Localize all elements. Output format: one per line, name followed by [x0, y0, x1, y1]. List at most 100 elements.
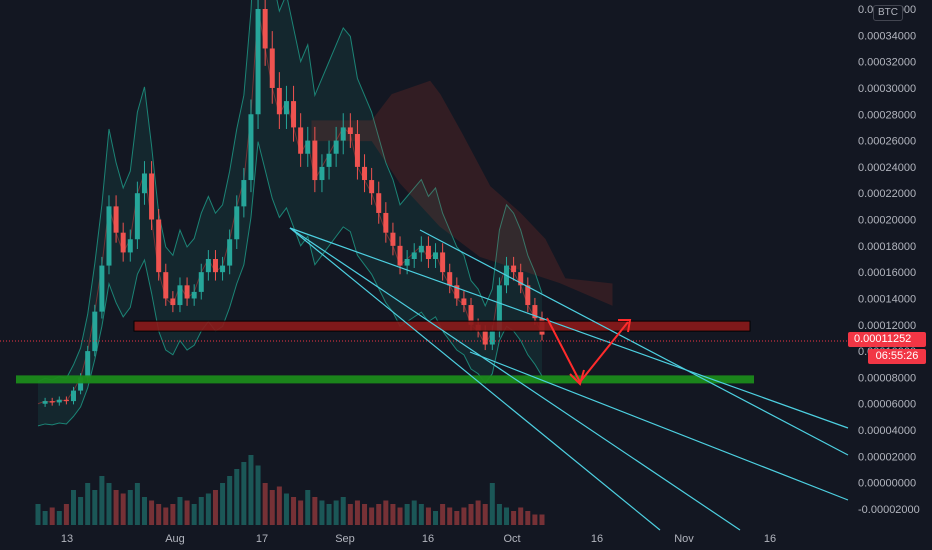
x-tick-label: 16	[422, 533, 434, 545]
volume-bar	[305, 490, 311, 525]
y-tick-label: 0.00034000	[858, 30, 916, 42]
volume-bar	[539, 514, 545, 525]
volume-bar	[369, 507, 375, 525]
volume-bar	[376, 504, 382, 525]
x-tick-label: 13	[61, 533, 73, 545]
candle-body	[276, 87, 282, 115]
candle-body	[205, 259, 211, 273]
volume-bar	[78, 497, 84, 525]
candle-body	[255, 9, 261, 115]
volume-bar	[404, 504, 410, 525]
volume-bar	[312, 497, 318, 525]
price-axis[interactable]: 0.000360000.000340000.000320000.00030000…	[858, 4, 920, 516]
volume-bar	[184, 500, 190, 525]
volume-bar	[447, 507, 453, 525]
candle-body	[198, 272, 204, 292]
volume-bar	[354, 500, 360, 525]
volume-bar	[177, 497, 183, 525]
volume-bar	[298, 500, 304, 525]
volume-bar	[291, 497, 297, 525]
candle-body	[70, 390, 76, 402]
y-tick-label: 0.00016000	[858, 267, 916, 279]
candle-body	[425, 245, 431, 259]
volume-bar	[418, 504, 424, 525]
candle-body	[397, 245, 403, 266]
volume-bar	[227, 476, 233, 525]
candle-body	[234, 206, 240, 240]
candle-body	[149, 173, 155, 220]
volume-bar	[42, 511, 48, 525]
candle-body	[383, 212, 389, 233]
volume-bar	[198, 497, 204, 525]
volume-bar	[120, 493, 126, 525]
candle-body	[42, 401, 48, 404]
candle-body	[56, 399, 62, 403]
volume-bar	[326, 504, 332, 525]
currency-badge[interactable]: BTC	[873, 5, 903, 21]
x-tick-label: Nov	[674, 533, 694, 545]
candle-body	[454, 285, 460, 299]
volume-bar	[149, 500, 155, 525]
volume-bar	[205, 493, 211, 525]
volume-bar	[99, 476, 105, 525]
current-price-tag: 0.00011252	[848, 332, 926, 347]
volume-bar	[212, 490, 218, 525]
volume-bar	[496, 504, 502, 525]
volume-bar	[518, 507, 524, 525]
volume-bar	[191, 504, 197, 525]
volume-bar	[141, 497, 147, 525]
y-tick-label: 0.00014000	[858, 293, 916, 305]
candle-body	[212, 259, 218, 273]
x-tick-label: Sep	[335, 533, 355, 545]
time-axis[interactable]: 13 Aug 17 Sep 16 Oct 16 Nov 16	[61, 533, 776, 545]
y-tick-label: -0.00002000	[858, 504, 920, 516]
bollinger-lower	[37, 141, 543, 427]
trendline	[289, 227, 661, 531]
candle-body	[312, 140, 318, 181]
y-tick-label: 0.00020000	[858, 215, 916, 227]
y-tick-label: 0.00012000	[858, 320, 916, 332]
candle-body	[177, 285, 183, 306]
arrow-down-icon	[569, 369, 585, 386]
y-tick-label: 0.00008000	[858, 372, 916, 384]
candle-body	[319, 166, 325, 181]
volume-histogram	[35, 455, 545, 525]
candle-body	[390, 232, 396, 246]
arrow-up-icon	[618, 319, 632, 333]
candle-body	[333, 140, 339, 154]
volume-bar	[35, 504, 41, 525]
candle-body	[404, 259, 410, 266]
volume-bar	[283, 493, 289, 525]
trendline	[289, 227, 849, 429]
x-tick-label: Oct	[503, 533, 520, 545]
y-tick-label: 0.00006000	[858, 399, 916, 411]
volume-bar	[262, 483, 268, 525]
volume-bar	[440, 504, 446, 525]
volume-bar	[532, 514, 538, 525]
volume-bar	[383, 500, 389, 525]
candle-body	[220, 265, 226, 273]
volume-bar	[234, 469, 240, 525]
candle-body	[440, 252, 446, 273]
candle-body	[156, 219, 162, 273]
volume-bar	[156, 504, 162, 525]
candle-body	[134, 193, 140, 240]
volume-bar	[461, 507, 467, 525]
y-tick-label: 0.00018000	[858, 241, 916, 253]
volume-bar	[248, 455, 254, 525]
volume-bar	[49, 507, 55, 525]
candle-body	[269, 48, 275, 88]
candle-body	[496, 285, 502, 332]
candle-body	[518, 272, 524, 286]
volume-bar	[70, 490, 76, 525]
volume-bar	[390, 504, 396, 525]
y-tick-label: 0.00004000	[858, 425, 916, 437]
y-tick-label: 0.00030000	[858, 83, 916, 95]
cloud-area	[311, 80, 613, 306]
ichimoku-cloud	[311, 80, 613, 306]
candle-body	[411, 252, 417, 259]
volume-bar	[241, 462, 247, 525]
volume-bar	[362, 504, 368, 525]
candle-body	[362, 166, 368, 181]
